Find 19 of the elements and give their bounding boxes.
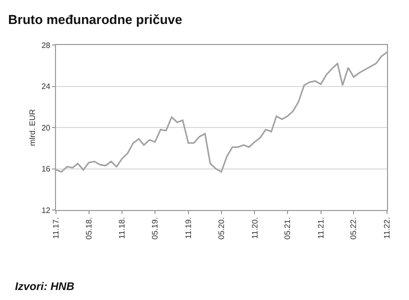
x-tick-label: 11.18. <box>118 217 127 239</box>
x-tick-label: 05.21. <box>283 217 292 240</box>
y-tick-label: 12 <box>41 206 51 215</box>
y-tick-label: 16 <box>41 164 51 174</box>
y-axis-title: mlrd. EUR <box>28 108 38 146</box>
x-tick-label: 05.20. <box>216 217 226 240</box>
x-tick-label: 05.22. <box>349 217 358 240</box>
x-tick-label: 05.19. <box>150 217 160 240</box>
chart-title: Bruto međunarodne pričuve <box>8 12 182 28</box>
text: Izvori: HNB <box>15 281 74 293</box>
x-tick-label: 11.22. <box>382 217 392 239</box>
x-tick-label: 11.21. <box>316 217 326 239</box>
y-tick-label: 28 <box>41 40 51 50</box>
x-tick-label: 11.19. <box>184 217 193 239</box>
x-tick-label: 05.18. <box>84 217 94 240</box>
x-tick-label: 11.17. <box>52 217 61 239</box>
y-tick-label: 24 <box>41 82 51 92</box>
y-tick-label: 20 <box>41 123 51 132</box>
x-tick-label: 11.20. <box>250 217 260 239</box>
